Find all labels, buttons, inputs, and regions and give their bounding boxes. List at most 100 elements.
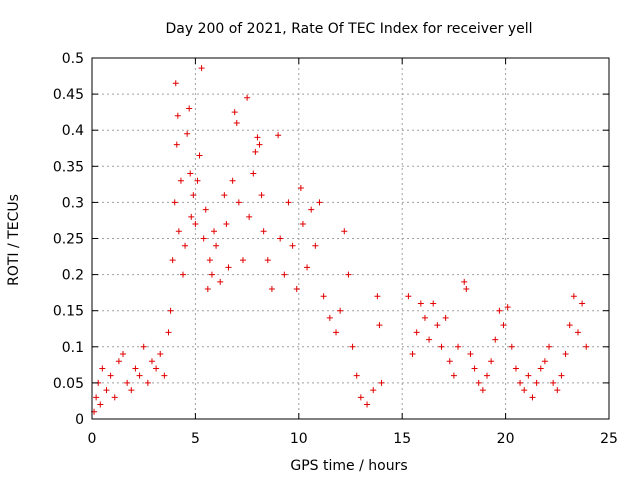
data-point	[217, 278, 224, 285]
data-point	[206, 257, 213, 264]
data-point	[235, 199, 242, 206]
data-point	[570, 293, 577, 300]
data-point	[308, 206, 315, 213]
data-point	[200, 235, 207, 242]
data-point	[264, 257, 271, 264]
x-tick-label: 20	[497, 431, 515, 447]
data-point	[558, 372, 565, 379]
data-point	[194, 177, 201, 184]
data-point	[337, 307, 344, 314]
data-point	[450, 372, 457, 379]
data-point	[374, 293, 381, 300]
data-point	[140, 343, 147, 350]
data-point	[500, 322, 507, 329]
data-point	[136, 372, 143, 379]
data-point	[583, 343, 590, 350]
data-point	[124, 379, 131, 386]
data-point	[293, 286, 300, 293]
x-tick-label: 10	[290, 431, 308, 447]
plot-frame	[91, 57, 610, 420]
data-point	[161, 372, 168, 379]
data-point	[171, 199, 178, 206]
data-point	[281, 271, 288, 278]
data-point	[246, 213, 253, 220]
data-point	[463, 286, 470, 293]
data-point	[430, 300, 437, 307]
data-point	[172, 80, 179, 87]
data-point	[211, 228, 218, 235]
data-point	[483, 372, 490, 379]
data-point	[508, 343, 515, 350]
data-point	[521, 387, 528, 394]
data-point	[188, 213, 195, 220]
data-point	[562, 351, 569, 358]
data-point	[326, 314, 333, 321]
data-point	[376, 322, 383, 329]
data-point	[320, 293, 327, 300]
data-point	[550, 379, 557, 386]
data-point	[512, 365, 519, 372]
y-tick-label: 0	[75, 412, 84, 428]
data-point	[254, 134, 261, 141]
data-point	[93, 394, 100, 401]
data-point	[345, 271, 352, 278]
y-tick-label: 0.35	[53, 159, 84, 175]
data-point	[221, 192, 228, 199]
data-point	[434, 322, 441, 329]
data-point	[196, 152, 203, 159]
data-point	[471, 365, 478, 372]
data-point	[529, 394, 536, 401]
data-point	[165, 329, 172, 336]
data-point	[357, 394, 364, 401]
data-point	[128, 387, 135, 394]
data-point	[179, 271, 186, 278]
data-point	[97, 401, 104, 408]
x-tick-label: 25	[600, 431, 618, 447]
data-point	[341, 228, 348, 235]
data-point	[144, 379, 151, 386]
data-point	[541, 358, 548, 365]
x-tick-label: 0	[88, 431, 97, 447]
data-point	[442, 314, 449, 321]
data-point	[239, 257, 246, 264]
data-point	[173, 141, 180, 148]
data-point	[204, 286, 211, 293]
y-tick-label: 0.25	[53, 232, 84, 248]
data-point	[285, 199, 292, 206]
data-point	[277, 235, 284, 242]
x-tick-label: 5	[191, 431, 200, 447]
data-point	[225, 264, 232, 271]
data-point	[260, 228, 267, 235]
data-point	[103, 387, 110, 394]
data-point	[461, 278, 468, 285]
data-point	[370, 387, 377, 394]
data-point	[537, 365, 544, 372]
data-point	[566, 322, 573, 329]
y-axis-ticks: 0 0.05 0.1 0.15 0.2 0.25 0.3 0.35 0.4 0.45 0.5	[53, 51, 609, 428]
y-tick-label: 0.15	[53, 304, 84, 320]
grid-lines	[92, 58, 609, 419]
data-point	[554, 387, 561, 394]
data-point	[289, 242, 296, 249]
data-point	[132, 365, 139, 372]
data-point	[297, 184, 304, 191]
data-point	[479, 387, 486, 394]
data-point	[417, 300, 424, 307]
data-point	[111, 394, 118, 401]
data-point	[446, 358, 453, 365]
data-point	[167, 307, 174, 314]
data-point	[120, 351, 127, 358]
data-point	[202, 206, 209, 213]
data-point	[244, 94, 251, 101]
data-point	[184, 130, 191, 137]
data-point	[223, 221, 230, 228]
data-point	[496, 307, 503, 314]
data-point	[157, 351, 164, 358]
data-point	[517, 379, 524, 386]
y-tick-label: 0.4	[62, 123, 84, 139]
data-point	[333, 329, 340, 336]
data-point	[579, 300, 586, 307]
y-axis-label: ROTI / TECUs	[6, 194, 22, 286]
y-tick-label: 0.3	[62, 195, 84, 211]
